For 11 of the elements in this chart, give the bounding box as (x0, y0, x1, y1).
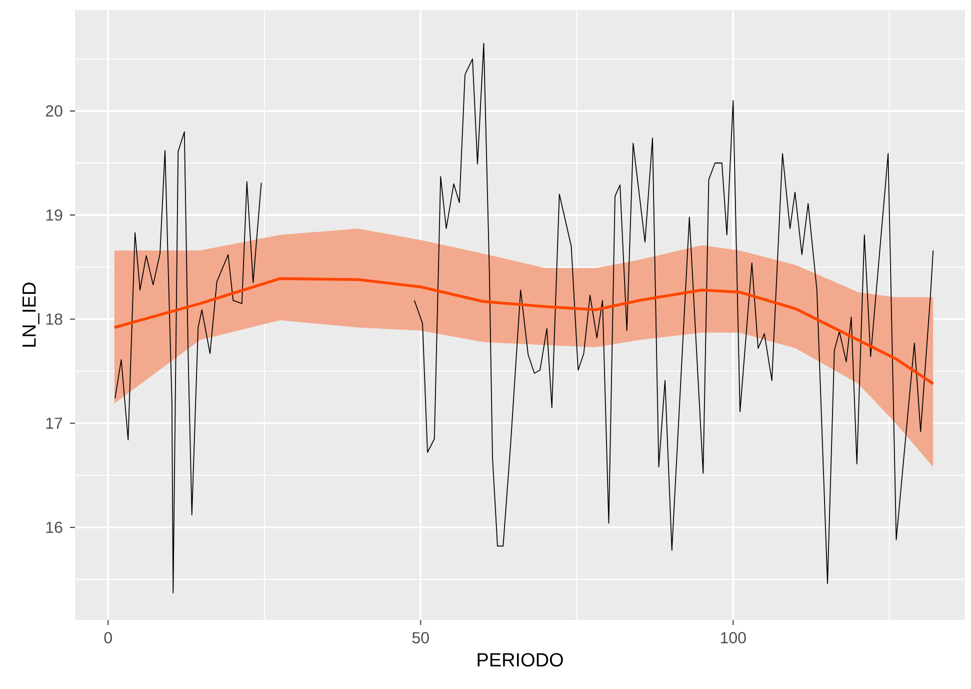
y-tick-label: 16 (46, 522, 62, 534)
x-tick-label: 0 (104, 632, 112, 644)
x-tick-label: 100 (721, 632, 746, 644)
y-tick-label: 19 (46, 209, 62, 221)
line-series (112, 277, 935, 386)
x-tick-label: 50 (412, 632, 429, 644)
y-tick-label: 17 (46, 418, 62, 429)
y-axis-title: LN_IED (22, 282, 40, 347)
y-tick-label: 20 (46, 105, 62, 117)
y-tick-label: 18 (46, 313, 62, 325)
x-axis-title: PERIODO (478, 653, 563, 667)
